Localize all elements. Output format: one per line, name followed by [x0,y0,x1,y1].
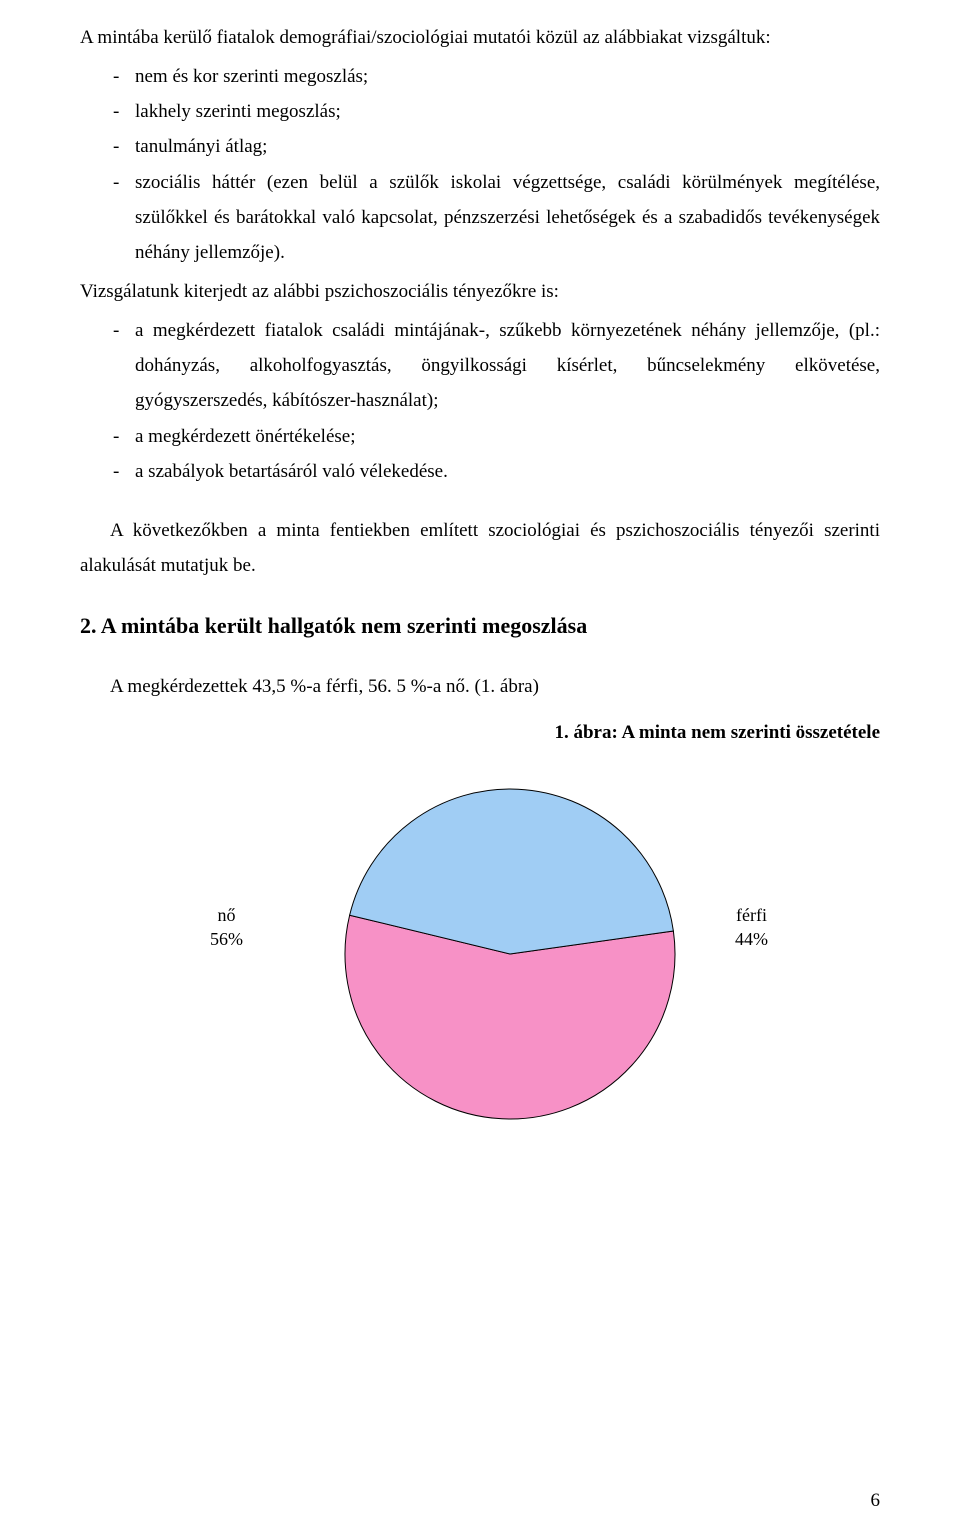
pie-label-name: nő [218,905,236,925]
pie-label-pct: 56% [210,929,243,949]
figure-caption: 1. ábra: A minta nem szerinti összetétel… [80,722,880,744]
intro-paragraph: A mintába kerülő fiatalok demográfiai/sz… [80,20,880,55]
criteria-list-1: nem és kor szerinti megoszlás; lakhely s… [80,59,880,270]
list-item: szociális háttér (ezen belül a szülők is… [135,165,880,270]
pie-label-name: férfi [736,905,767,925]
list-item: a megkérdezett fiatalok családi mintáján… [135,313,880,418]
criteria-list-2: a megkérdezett fiatalok családi mintáján… [80,313,880,489]
pie-label-female: nő 56% [210,904,243,951]
pie-chart-svg [340,784,680,1124]
body-paragraph-3: A következőkben a minta fentiekben említ… [80,513,880,583]
list-item: tanulmányi átlag; [135,129,880,164]
page-content: A mintába kerülő fiatalok demográfiai/sz… [0,0,960,1189]
list-item: nem és kor szerinti megoszlás; [135,59,880,94]
body-paragraph-4: A megkérdezettek 43,5 %-a férfi, 56. 5 %… [80,669,880,704]
section-heading: 2. A mintába került hallgatók nem szerin… [80,613,880,639]
list-item: a megkérdezett önértékelése; [135,419,880,454]
list-item: a szabályok betartásáról való vélekedése… [135,454,880,489]
page-number: 6 [871,1490,881,1512]
pie-chart: nő 56% férfi 44% [210,754,830,1149]
body-paragraph-2: Vizsgálatunk kiterjedt az alábbi pszicho… [80,274,880,309]
pie-label-male: férfi 44% [735,904,768,951]
list-item: lakhely szerinti megoszlás; [135,94,880,129]
pie-label-pct: 44% [735,929,768,949]
